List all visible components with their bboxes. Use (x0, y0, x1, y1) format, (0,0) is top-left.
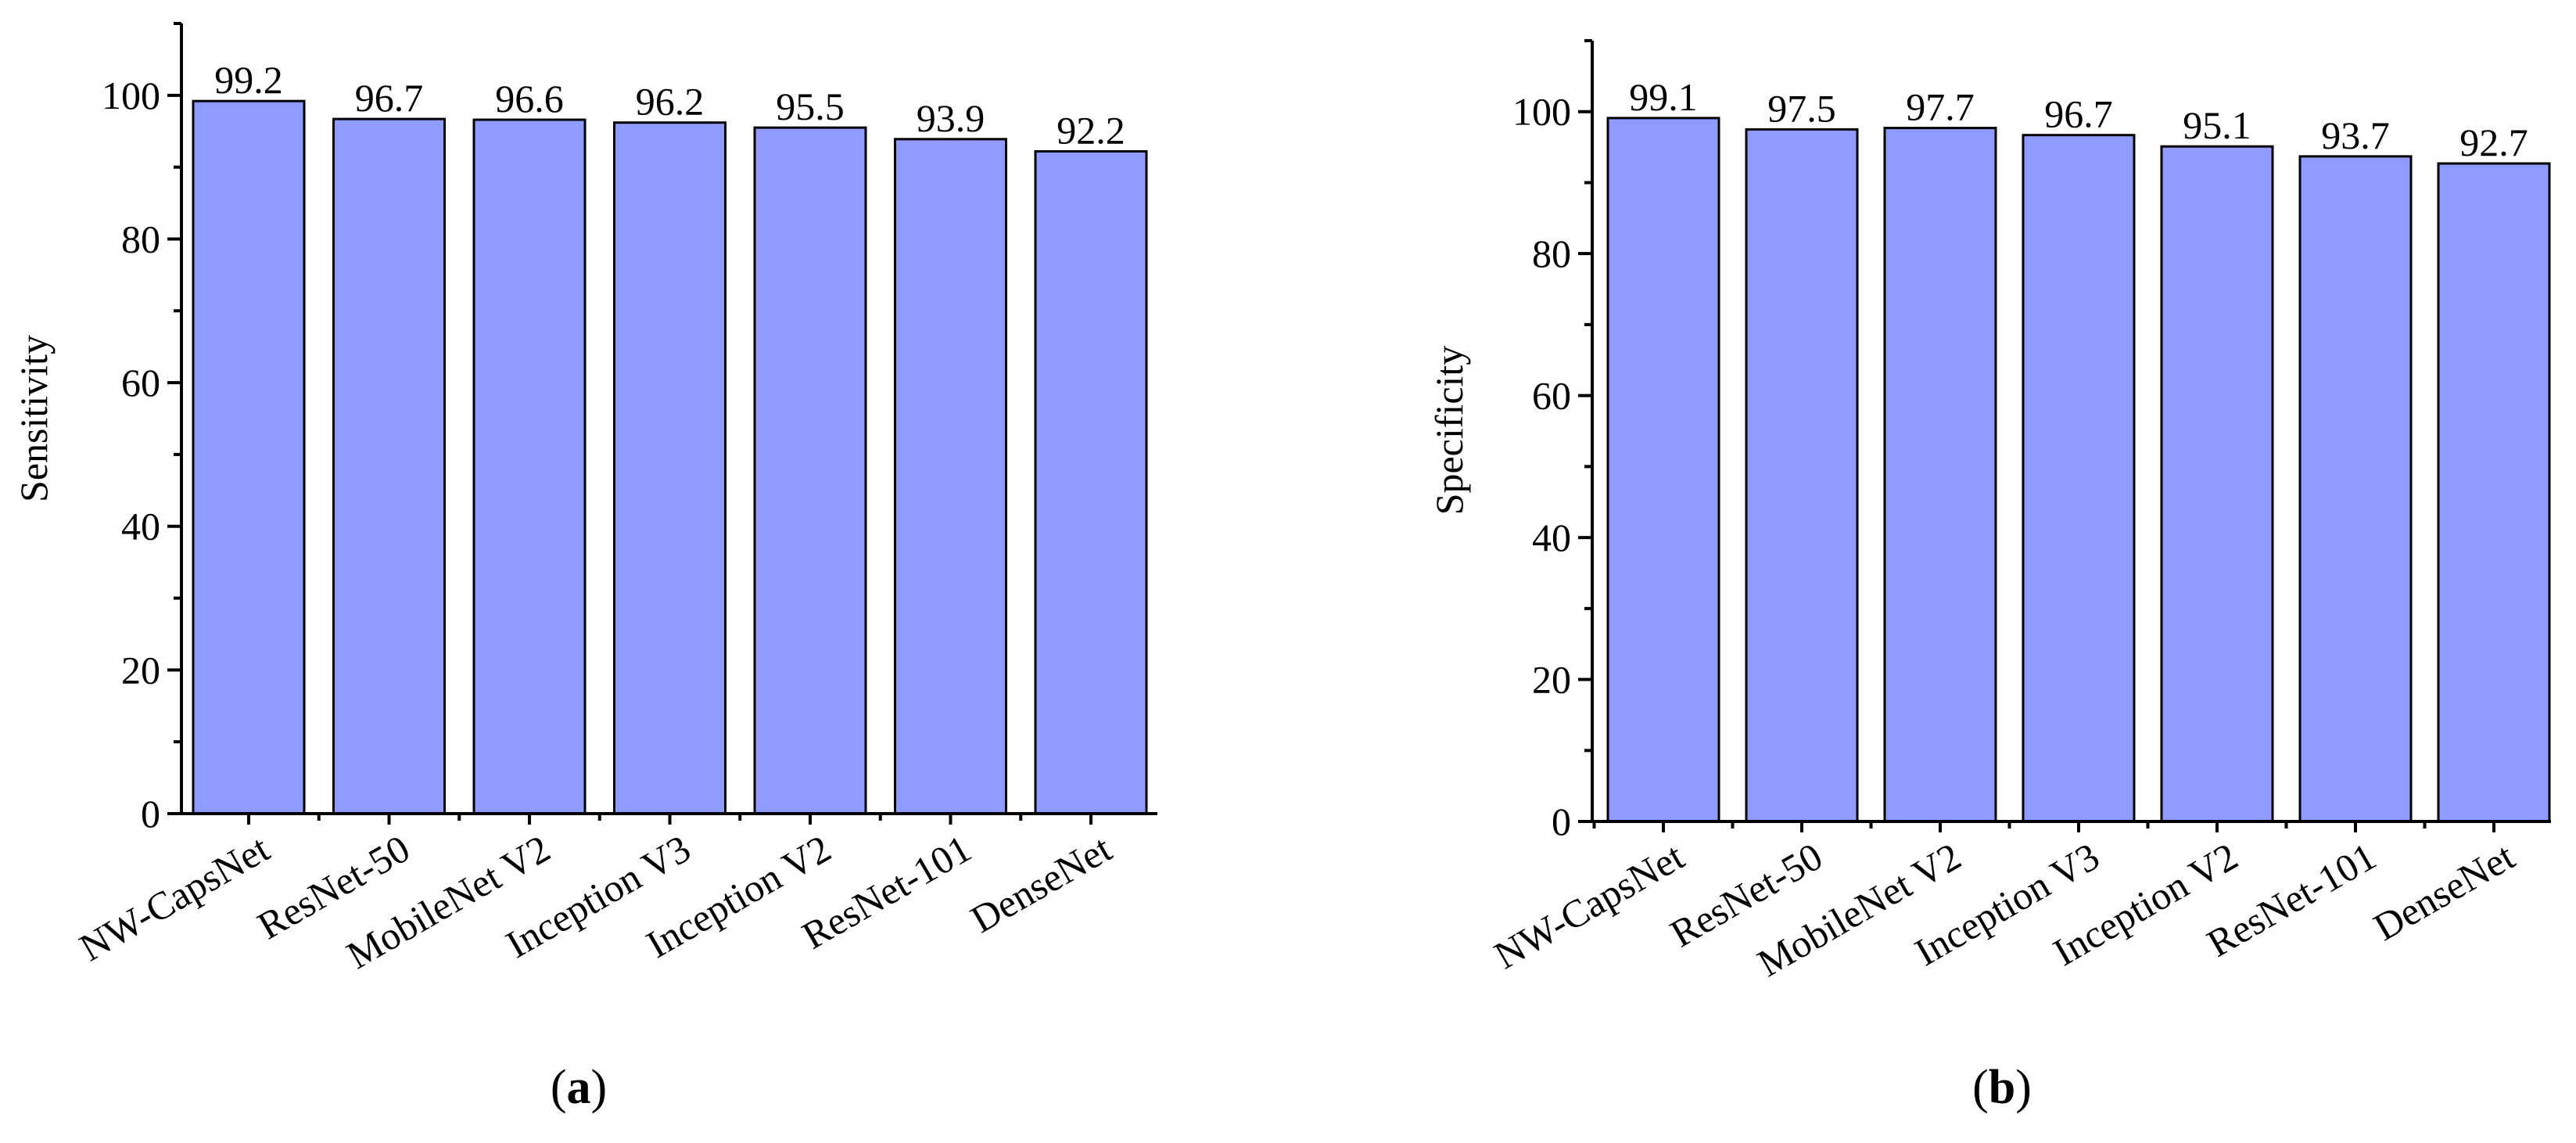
bar-2 (1745, 128, 1859, 823)
bar-value-label: 99.1 (1629, 75, 1698, 119)
specificity-chart: 99.1 97.5 97.7 96.7 95.1 93.7 92.7 0 20 40 60 80 100… (1427, 39, 2551, 985)
bar-value-label: 95.5 (776, 84, 845, 128)
bar-value-label: 95.1 (2183, 103, 2251, 147)
bar-value-label: 96.7 (355, 76, 424, 120)
sensitivity-chart: 99.2 96.7 96.6 96.2 95.5 93.9 92.2 0 20 40 60 80 100… (12, 22, 1157, 977)
bar-value-label: 99.2 (214, 58, 283, 102)
bar-6 (2298, 155, 2413, 823)
bar-value-label: 97.5 (1767, 86, 1836, 130)
y-tick-label: 40 (121, 505, 160, 548)
bar-1 (192, 99, 306, 815)
y-tick-label: 20 (1532, 658, 1571, 702)
bar-value-label: 92.7 (2459, 120, 2528, 164)
bar-6 (894, 138, 1007, 815)
bar-3 (1883, 127, 1997, 823)
bar-value-label: 93.9 (917, 96, 985, 140)
y-tick-label: 60 (1532, 374, 1571, 418)
bar-value-label: 96.2 (636, 80, 705, 124)
y-tick-label: 20 (121, 648, 160, 692)
x-tick-label: NW-CapsNet (72, 826, 276, 969)
bar-5 (753, 126, 867, 815)
y-tick-label: 80 (1532, 232, 1571, 275)
y-axis-label: Specificity (1427, 346, 1471, 516)
bar-2 (332, 117, 446, 815)
y-axis-label: Sensitivity (12, 335, 56, 502)
y-tick-label: 100 (1512, 90, 1571, 134)
bar-4 (2022, 134, 2136, 823)
y-tick-label: 100 (102, 74, 160, 117)
y-tick-label: 0 (141, 792, 160, 836)
caption-b: (b) (1972, 1061, 2032, 1114)
bar-4 (613, 121, 727, 815)
bar-value-label: 93.7 (2321, 113, 2390, 157)
y-tick-label: 80 (121, 217, 160, 261)
bar-1 (1606, 117, 1720, 823)
x-tick-label: DenseNet (2366, 834, 2522, 949)
x-tick-label: DenseNet (963, 826, 1119, 941)
bar-5 (2160, 145, 2274, 823)
bar-value-label: 96.6 (495, 77, 564, 120)
bar-7 (1034, 149, 1148, 815)
bar-value-label: 96.7 (2044, 92, 2113, 136)
y-tick-label: 0 (1552, 800, 1571, 843)
y-tick-label: 40 (1532, 516, 1571, 559)
y-tick-label: 60 (121, 361, 160, 404)
bar-value-label: 97.7 (1906, 85, 1975, 129)
bar-7 (2437, 162, 2551, 823)
bar-value-label: 92.2 (1057, 108, 1125, 152)
caption-a: (a) (550, 1061, 608, 1114)
bar-3 (472, 118, 587, 815)
x-tick-label: NW-CapsNet (1487, 834, 1691, 977)
